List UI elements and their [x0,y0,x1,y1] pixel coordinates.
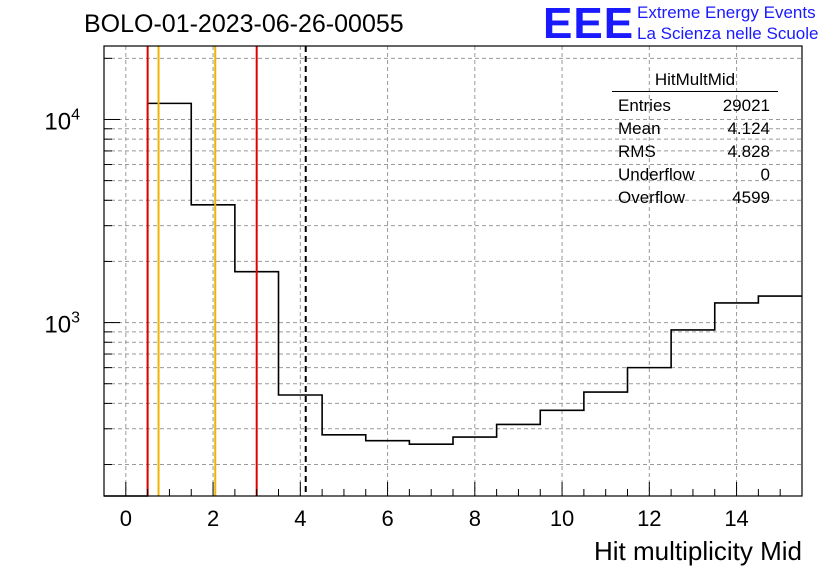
histogram-bin [497,424,541,496]
stats-label: RMS [618,142,656,161]
x-tick-label: 2 [207,506,219,531]
x-tick-label: 12 [637,506,661,531]
stats-box: HitMultMid Entries 29021 Mean 4.124 RMS … [612,70,778,209]
stats-label: Entries [618,96,671,115]
stats-value: 4599 [732,188,770,207]
histogram-bin [148,103,192,496]
x-tick-label: 10 [550,506,574,531]
cut-lines [146,46,307,496]
stats-value: 4.124 [727,119,770,138]
stats-value: 29021 [722,96,770,115]
x-tick-label: 14 [724,506,748,531]
histogram-bin [322,435,366,496]
tick-labels: 0 2 4 6 8 10 12 14 103 104 [44,106,748,531]
histogram-bin [671,330,715,496]
axis-ticks [104,57,781,496]
histogram-outline [104,102,802,497]
stats-row-rms: RMS 4.828 [612,140,778,163]
stats-value: 0 [760,165,770,184]
stats-row-entries: Entries 29021 [612,94,778,117]
stats-value: 4.828 [727,142,770,161]
y-tick-label: 104 [44,106,80,135]
logo-line-2: La Scienza nelle Scuole [637,24,819,43]
histogram-bin [758,296,802,496]
x-tick-label: 4 [294,506,306,531]
eee-logo: EEE [543,0,635,48]
stats-row-underflow: Underflow 0 [612,163,778,186]
histogram-series [104,102,802,497]
stats-row-overflow: Overflow 4599 [612,186,778,209]
x-tick-label: 8 [469,506,481,531]
x-tick-label: 0 [120,506,132,531]
stats-label: Underflow [618,165,695,184]
run-title: BOLO-01-2023-06-26-00055 [84,10,404,38]
logo-line-1: Extreme Energy Events [637,3,816,22]
stats-title: HitMultMid [612,70,778,92]
stats-row-mean: Mean 4.124 [612,117,778,140]
histogram-bin [409,444,453,496]
stats-label: Overflow [618,188,686,207]
y-tick-label: 103 [44,310,80,339]
histogram-bin [584,392,628,496]
x-axis-label: Hit multiplicity Mid [594,536,802,566]
x-tick-label: 6 [381,506,393,531]
grid [104,46,802,496]
stats-label: Mean [618,119,661,138]
